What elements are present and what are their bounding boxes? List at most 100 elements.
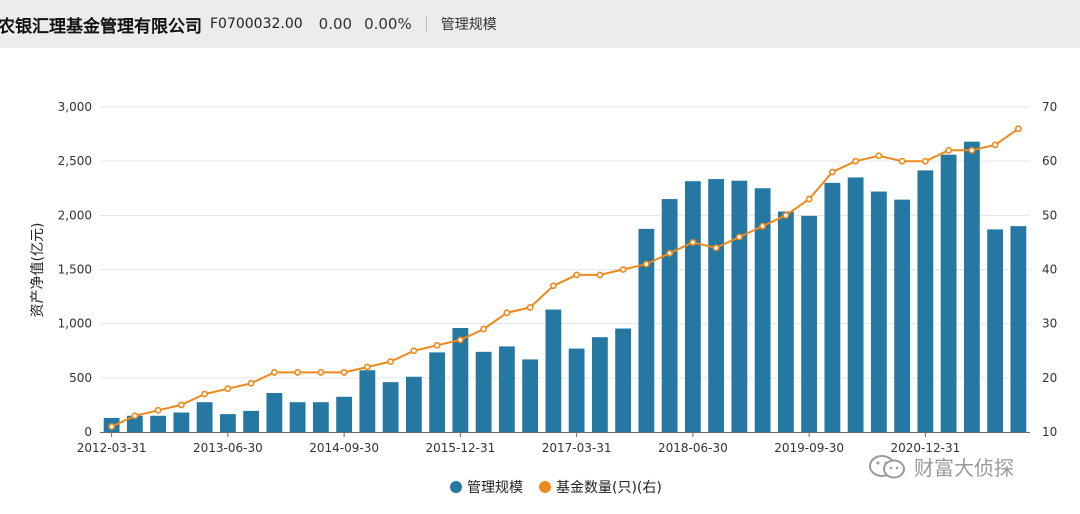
x-tick-label: 2015-12-31: [426, 441, 496, 455]
y-tick-label: 1,500: [58, 263, 92, 277]
y-tick-label: 3,000: [58, 100, 92, 114]
bar: [638, 228, 655, 432]
bar: [777, 211, 794, 432]
y2-tick-label: 10: [1042, 425, 1057, 439]
fund-count-point: [131, 412, 139, 420]
fund-count-point: [480, 325, 488, 333]
y-tick-label: 0: [84, 425, 92, 439]
bar: [754, 188, 771, 432]
bar: [243, 410, 260, 432]
x-tick-label: 2014-09-30: [309, 441, 379, 455]
fund-count-point: [666, 249, 674, 257]
fund-count-point: [852, 157, 860, 165]
legend-bar-label: 管理规模: [467, 480, 523, 496]
fund-count-point: [433, 341, 441, 349]
current-value: 0.00: [318, 15, 353, 33]
fund-count-point: [782, 211, 790, 219]
bar: [429, 352, 446, 432]
bar: [1010, 226, 1027, 432]
y2-tick-label: 60: [1042, 154, 1057, 168]
bar: [150, 415, 167, 432]
tab-management-scale[interactable]: 管理规模: [440, 17, 497, 33]
y-tick-label: 2,000: [58, 208, 92, 222]
x-tick-label: 2013-06-30: [193, 441, 263, 455]
bar: [336, 396, 353, 432]
bar: [405, 376, 422, 432]
y2-tick-label: 20: [1042, 371, 1057, 385]
bar: [312, 402, 329, 432]
fund-header: 农银汇理基金管理有限公司 F0700032.00 0.00 0.00% 管理规模: [0, 0, 1080, 48]
fund-count-point: [875, 152, 883, 160]
bar: [987, 229, 1004, 432]
bar: [568, 348, 585, 432]
bar: [824, 182, 841, 432]
fund-count-point: [247, 379, 255, 387]
fund-count-point: [456, 336, 464, 344]
fund-count-point: [410, 347, 418, 355]
fund-count-point: [526, 304, 534, 311]
bar: [940, 154, 957, 432]
fund-count-point: [945, 146, 953, 154]
fund-count-point: [270, 369, 278, 376]
company-name: 农银汇理基金管理有限公司: [0, 16, 202, 37]
bar: [196, 402, 213, 432]
x-tick-label: 2012-03-31: [77, 441, 147, 455]
y2-tick-label: 40: [1042, 263, 1057, 277]
header-divider: [425, 15, 427, 33]
bar: [963, 141, 980, 432]
legend-line-marker: [539, 481, 551, 493]
bar: [498, 346, 515, 432]
bar: [173, 412, 190, 432]
bar: [801, 215, 818, 432]
fund-count-point: [735, 233, 743, 241]
fund-count-point: [712, 244, 720, 252]
fund-count-point: [387, 358, 395, 365]
change-percent: 0.00%: [364, 15, 412, 33]
bar: [382, 382, 399, 432]
bar: [266, 393, 283, 432]
bar: [359, 370, 376, 432]
legend-bar-marker: [450, 481, 462, 493]
x-tick-label: 2020-12-31: [891, 441, 961, 455]
bar: [126, 415, 143, 432]
bar: [219, 414, 236, 432]
fund-count-point: [108, 423, 116, 430]
fund-count-point: [805, 195, 813, 203]
bar: [615, 328, 632, 432]
bar: [661, 199, 678, 432]
y-tick-label: 500: [69, 371, 92, 385]
fund-count-point: [363, 363, 371, 371]
bar: [894, 199, 911, 432]
bar: [522, 359, 539, 432]
bar: [917, 170, 934, 432]
fund-count-point: [596, 271, 604, 279]
fund-count-point: [340, 369, 348, 376]
y2-tick-label: 50: [1042, 208, 1057, 222]
wechat-icon: [869, 454, 905, 478]
fund-count-point: [503, 309, 511, 317]
watermark-text: 财富大侦探: [914, 456, 1014, 480]
fund-count-point: [642, 260, 650, 268]
x-tick-label: 2017-03-31: [542, 441, 612, 455]
fund-count-point: [224, 385, 232, 393]
bar: [545, 309, 562, 432]
fund-count-point: [294, 369, 302, 376]
bar: [870, 191, 887, 432]
fund-count-point: [317, 369, 325, 376]
bar: [847, 177, 864, 432]
bar: [708, 179, 725, 432]
bar: [289, 402, 306, 432]
fund-count-point: [619, 266, 627, 273]
fund-count-point: [968, 146, 976, 154]
legend-line-label: 基金数量(只)(右): [556, 479, 662, 496]
bar: [452, 328, 469, 432]
fund-count-point: [177, 401, 185, 409]
fund-count-point: [898, 157, 906, 165]
watermark: 财富大侦探: [868, 452, 1014, 481]
fund-count-point: [828, 168, 836, 176]
fund-count-point: [1014, 125, 1022, 133]
bar: [731, 180, 748, 432]
fund-count-point: [689, 239, 697, 246]
bar: [475, 351, 492, 432]
